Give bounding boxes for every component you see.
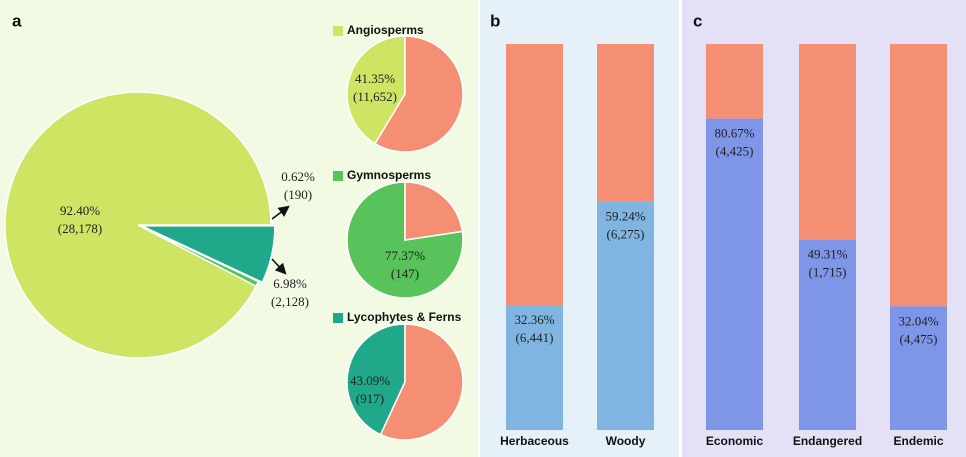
value-label: 92.40% — [60, 203, 100, 218]
bar-rest — [890, 44, 947, 307]
bar — [597, 201, 654, 430]
panel-label: b — [490, 11, 500, 30]
legend-label: Angiosperms — [347, 23, 424, 37]
bar — [890, 306, 947, 430]
count-label: (190) — [284, 187, 312, 202]
legend-swatch — [333, 26, 343, 36]
pie-slice — [141, 225, 276, 284]
value-label: 0.62% — [281, 169, 315, 184]
x-tick-label: Woody — [606, 434, 646, 448]
bar-rest — [506, 44, 563, 306]
x-tick-label: Economic — [706, 434, 764, 448]
panel-label: c — [693, 11, 702, 30]
x-tick-label: Herbaceous — [500, 434, 569, 448]
value-label: 43.09% — [350, 373, 390, 388]
count-label: (917) — [356, 391, 384, 406]
count-label: (2,128) — [271, 294, 309, 309]
bar — [799, 239, 856, 430]
bar — [506, 305, 563, 430]
arrow — [271, 258, 287, 275]
value-label: 32.36% — [514, 312, 554, 327]
x-tick-label: Endangered — [793, 434, 862, 448]
legend-label: Lycophytes & Ferns — [347, 310, 462, 324]
bar-rest — [799, 44, 856, 240]
count-label: (147) — [391, 266, 419, 281]
legend-label: Gymnosperms — [347, 168, 431, 182]
legend-swatch — [333, 313, 343, 323]
value-label: 6.98% — [273, 276, 307, 291]
pie-slice — [137, 224, 260, 288]
value-label: 41.35% — [355, 71, 395, 86]
count-label: (4,475) — [900, 331, 938, 346]
value-label: 59.24% — [605, 208, 645, 223]
bar-rest — [706, 44, 763, 119]
x-tick-label: Endemic — [893, 434, 943, 448]
pie-slice-rest — [373, 35, 464, 153]
count-label: (4,425) — [716, 144, 754, 159]
value-label: 32.04% — [898, 313, 938, 328]
value-label: 77.37% — [385, 248, 425, 263]
pie-slice-rest — [379, 323, 464, 441]
arrow — [271, 205, 290, 220]
count-label: (6,275) — [607, 226, 645, 241]
value-label: 80.67% — [714, 126, 754, 141]
count-label: (11,652) — [353, 89, 397, 104]
count-label: (6,441) — [516, 330, 554, 345]
bar — [706, 118, 763, 430]
legend-swatch — [333, 171, 343, 181]
count-label: (28,178) — [58, 221, 102, 236]
count-label: (1,715) — [809, 265, 847, 280]
bar-rest — [597, 44, 654, 202]
pie-slice-rest — [404, 181, 464, 241]
panel-label: a — [12, 11, 22, 30]
value-label: 49.31% — [807, 247, 847, 262]
pie-slice — [346, 323, 406, 436]
